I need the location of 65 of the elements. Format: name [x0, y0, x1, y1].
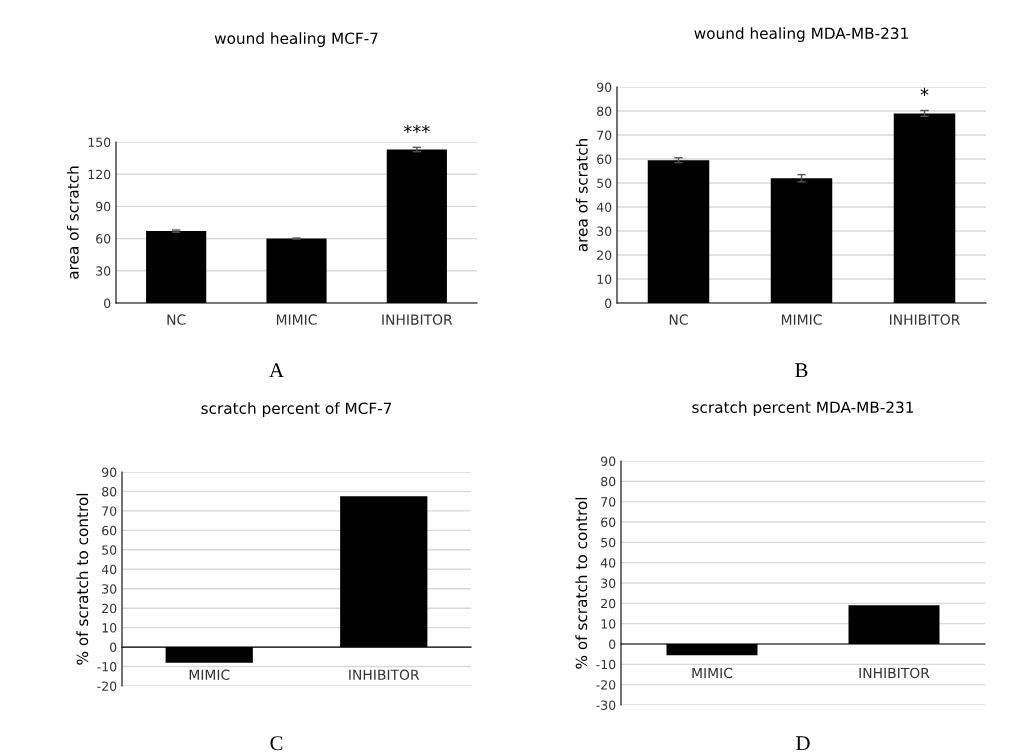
x-tick-label: MIMIC	[276, 314, 317, 325]
y-axis-title: % of scratch to control	[575, 497, 588, 669]
y-tick-label: 0	[609, 639, 616, 649]
y-tick-label: 60	[96, 234, 111, 244]
y-tick-label: 0	[605, 298, 612, 308]
text: B	[795, 363, 808, 378]
chart-title: scratch percent of MCF-7	[201, 402, 392, 417]
x-tick-label: NC	[669, 314, 688, 325]
y-tick-label: 60	[597, 154, 612, 164]
y-tick-label: 50	[102, 545, 117, 555]
y-tick-label: 20	[597, 250, 612, 260]
y-tick-label: -30	[596, 700, 616, 710]
y-tick-label: 90	[597, 82, 612, 92]
y-tick-label: 80	[102, 486, 117, 497]
y-axis-title: % of scratch to control	[76, 493, 89, 665]
y-tick-label: 0	[104, 298, 111, 308]
y-tick-label: -20	[596, 680, 616, 690]
y-tick-label: -10	[596, 659, 616, 670]
y-tick-label: 60	[102, 525, 117, 536]
y-tick-label: 70	[597, 130, 612, 140]
y-tick-label: 60	[601, 517, 616, 527]
y-tick-label: -10	[97, 662, 117, 672]
y-tick-label: 20	[102, 603, 117, 614]
y-tick-label: 90	[102, 467, 117, 477]
y-axis-title: area of scratch	[66, 166, 79, 279]
y-tick-label: 20	[601, 598, 616, 609]
y-tick-label: 30	[102, 584, 117, 594]
y-tick-label: 40	[101, 564, 117, 575]
chart-title: wound healing MCF-7	[214, 32, 378, 47]
x-tick-label: MIMIC	[781, 314, 822, 325]
y-tick-label: 70	[102, 506, 117, 516]
x-tick-label: NC	[167, 314, 186, 325]
y-tick-label: 0	[110, 642, 117, 653]
y-tick-label: 30	[597, 226, 612, 236]
x-tick-label: INHIBITOR	[349, 669, 420, 681]
annotation: ***	[403, 124, 430, 133]
y-tick-label: 50	[597, 178, 612, 188]
y-tick-label: 10	[597, 274, 612, 284]
y-tick-label: 90	[96, 201, 111, 212]
y-axis-title: area of scratch	[575, 139, 588, 252]
y-tick-label: 90	[601, 456, 616, 466]
y-tick-label: 30	[96, 266, 111, 276]
y-tick-label: 40	[596, 202, 612, 212]
text: C	[270, 736, 283, 751]
x-tick-label: INHIBITOR	[382, 314, 453, 325]
x-tick-label: MIMIC	[189, 669, 230, 681]
y-tick-label: 150	[88, 137, 111, 147]
y-tick-label: 10	[601, 619, 616, 629]
text: A	[269, 363, 284, 378]
y-tick-label: 40	[600, 558, 616, 568]
chart-title: scratch percent MDA-MB-231	[692, 401, 914, 416]
text: D	[796, 736, 810, 751]
y-tick-label: -20	[97, 681, 117, 691]
y-tick-label: 10	[102, 623, 117, 633]
y-tick-label: 30	[601, 578, 616, 588]
chart-title: wound healing MDA-MB-231	[694, 27, 908, 42]
x-tick-label: INHIBITOR	[859, 667, 930, 679]
annotation: *	[920, 87, 929, 97]
y-tick-label: 120	[88, 169, 111, 180]
y-tick-label: 80	[597, 106, 612, 116]
y-tick-label: 80	[601, 476, 616, 487]
y-tick-label: 50	[601, 537, 616, 548]
x-tick-label: INHIBITOR	[890, 314, 960, 325]
y-tick-label: 70	[601, 497, 616, 507]
x-tick-label: MIMIC	[692, 667, 733, 679]
